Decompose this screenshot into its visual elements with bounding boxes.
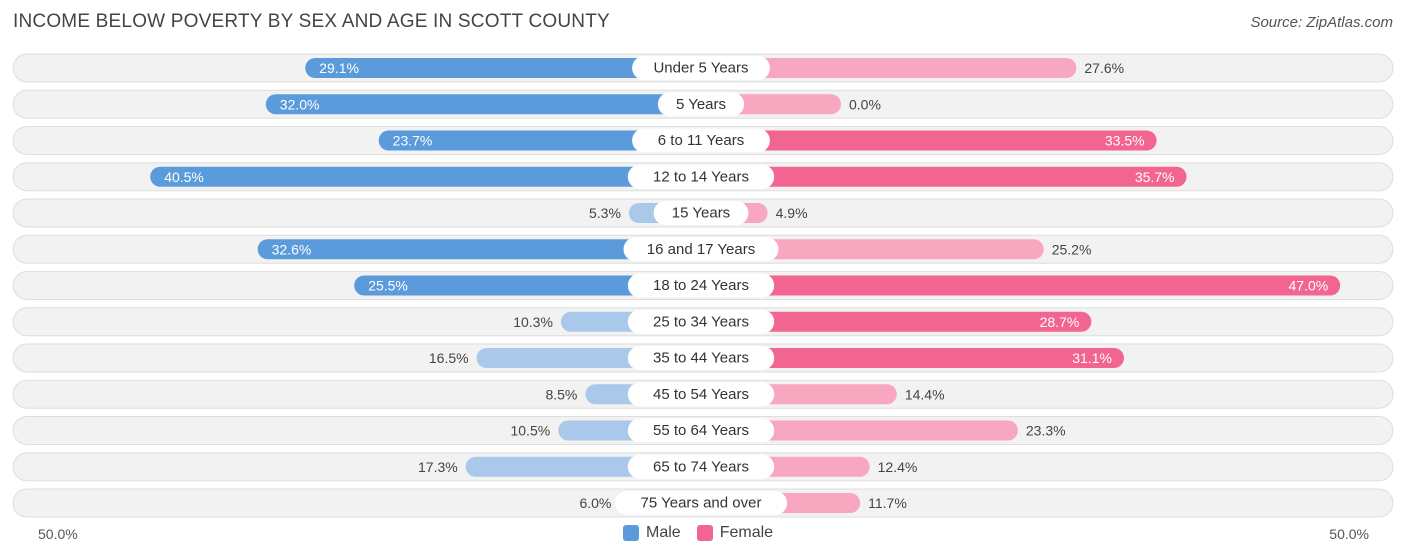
category-label-bg <box>614 491 788 515</box>
category-label: 12 to 14 Years <box>653 168 749 185</box>
category-label-bg <box>627 418 775 443</box>
category-label: 16 and 17 Years <box>647 241 755 258</box>
female-value-label: 11.7% <box>868 495 907 511</box>
category-label: 65 to 74 Years <box>653 458 749 475</box>
category-label-bg <box>627 164 775 189</box>
legend-male-label: Male <box>646 524 681 541</box>
category-label-bg <box>657 92 745 117</box>
legend-male[interactable]: Male <box>623 524 681 542</box>
female-bar <box>691 239 1044 260</box>
male-value-label: 10.5% <box>510 423 550 439</box>
axis-left-label: 50.0% <box>38 526 78 542</box>
female-value-label: 27.6% <box>1084 60 1124 76</box>
male-value-label: 6.0% <box>579 495 611 511</box>
female-bar <box>691 311 1092 332</box>
male-value-label: 32.0% <box>280 96 320 112</box>
male-bar <box>305 58 711 78</box>
female-value-label: 35.7% <box>1135 169 1175 185</box>
legend-female-swatch <box>696 525 713 541</box>
category-label-bg <box>627 454 775 479</box>
female-value-label: 0.0% <box>849 96 881 112</box>
category-label: 45 to 54 Years <box>653 386 749 403</box>
male-value-label: 10.3% <box>513 314 553 330</box>
category-label-bg <box>627 346 775 370</box>
male-value-label: 8.5% <box>545 386 577 402</box>
female-value-label: 4.9% <box>776 205 808 221</box>
category-label-bg <box>623 237 779 262</box>
legend: Male Female <box>623 524 789 542</box>
male-value-label: 40.5% <box>164 169 204 185</box>
male-bar <box>378 130 711 151</box>
category-label-bg <box>653 201 749 225</box>
male-value-label: 5.3% <box>589 205 621 221</box>
category-label-bg <box>627 273 775 298</box>
axis-right-label: 50.0% <box>1329 526 1369 542</box>
male-value-label: 17.3% <box>418 459 458 475</box>
female-bar <box>691 58 1077 78</box>
female-value-label: 33.5% <box>1105 133 1145 149</box>
diverging-bar-chart: Under 5 Years 29.1% 27.6% 5 Years 32.0% 0.0% 6… <box>12 53 1394 518</box>
female-value-label: 47.0% <box>1288 278 1328 294</box>
category-label-bg <box>632 128 770 153</box>
category-label: 6 to 11 Years <box>658 132 744 149</box>
male-value-label: 32.6% <box>272 241 312 257</box>
category-label: 35 to 44 Years <box>653 350 749 367</box>
female-bar <box>691 166 1187 187</box>
female-value-label: 28.7% <box>1040 314 1080 330</box>
female-value-label: 25.2% <box>1052 241 1092 257</box>
source-credit: Source: ZipAtlas.com <box>1250 14 1393 31</box>
female-bar <box>691 348 1124 368</box>
category-label: 25 to 34 Years <box>653 313 749 330</box>
legend-female[interactable]: Female <box>696 524 774 542</box>
male-bar <box>150 166 711 187</box>
male-bar <box>257 239 711 260</box>
female-bar <box>691 275 1341 296</box>
female-value-label: 12.4% <box>878 459 918 475</box>
female-value-label: 14.4% <box>905 386 945 402</box>
category-label: 75 Years and over <box>641 495 762 512</box>
male-value-label: 25.5% <box>368 278 408 294</box>
chart-title: INCOME BELOW POVERTY BY SEX AND AGE IN S… <box>13 11 610 32</box>
category-label-bg <box>627 382 775 407</box>
female-value-label: 31.1% <box>1072 350 1112 366</box>
category-label: 5 Years <box>676 96 726 113</box>
female-value-label: 23.3% <box>1026 423 1066 439</box>
male-bar <box>354 275 711 296</box>
female-bar <box>691 130 1157 151</box>
category-label: 15 Years <box>672 205 730 222</box>
male-value-label: 16.5% <box>429 350 469 366</box>
legend-female-label: Female <box>719 524 774 541</box>
male-value-label: 29.1% <box>319 60 359 76</box>
category-label: 55 to 64 Years <box>653 422 749 439</box>
category-label: 18 to 24 Years <box>653 277 749 294</box>
male-value-label: 23.7% <box>393 133 433 149</box>
male-bar <box>265 94 711 115</box>
category-label-bg <box>632 56 770 80</box>
legend-male-swatch <box>623 525 639 541</box>
category-label: Under 5 Years <box>653 60 748 77</box>
category-label-bg <box>627 309 775 334</box>
